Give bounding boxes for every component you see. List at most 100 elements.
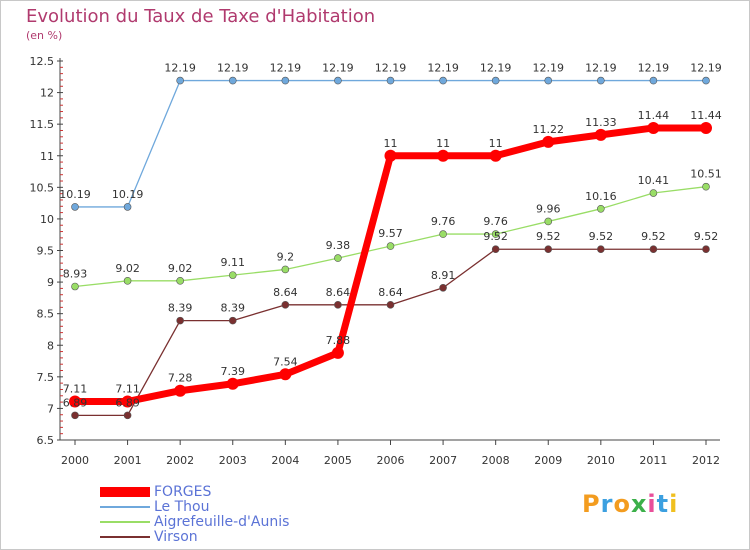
data-label: 7.88 [326,334,351,347]
data-label: 10.19 [112,188,144,201]
data-label: 12.19 [270,62,302,75]
data-point [594,128,607,141]
data-label: 10.16 [585,190,617,203]
data-point [281,76,290,85]
legend-label: Aigrefeuille-d'Aunis [154,514,290,530]
data-point [439,76,447,85]
chart-title: Evolution du Taux de Taxe d'Habitation [26,6,376,27]
x-tick-label: 2003 [219,454,247,467]
y-tick-label: 9.5 [37,245,55,258]
data-label: 7.11 [115,382,140,395]
data-label: 11.22 [533,123,565,136]
x-tick-label: 2005 [324,454,352,467]
x-tick-label: 2006 [377,454,405,467]
data-point [702,245,710,254]
data-label: 12.19 [533,62,565,75]
x-tick-label: 2001 [114,454,142,467]
brand-letter: r [600,490,614,518]
data-label: 12.19 [585,62,617,75]
y-tick-label: 6.5 [37,434,55,447]
data-label: 9.38 [326,239,351,252]
legend-swatch [100,506,150,508]
data-point [649,76,658,85]
y-tick-label: 12.5 [30,55,55,68]
data-point [489,149,502,162]
data-label: 9.52 [483,230,508,243]
data-point [544,76,553,85]
legend-item: Aigrefeuille-d'Aunis [100,514,289,530]
data-point [597,245,605,254]
data-label: 8.64 [273,286,298,299]
data-point [649,245,658,254]
data-point [281,301,290,309]
data-point [439,230,447,238]
data-label: 9.96 [536,202,561,215]
data-point [384,149,397,162]
data-point [123,411,132,420]
data-point [123,203,132,211]
data-label: 6.89 [63,396,88,409]
data-point [542,135,555,148]
data-point [491,230,500,238]
data-point [491,76,500,85]
data-point [279,368,292,381]
data-point [386,76,395,85]
data-label: 11 [489,137,503,150]
data-point [123,277,132,285]
data-label: 8.93 [63,268,88,281]
data-point [71,411,79,420]
data-label: 10.51 [690,168,722,181]
data-label: 12.19 [375,62,407,75]
data-label: 9.11 [221,256,246,269]
data-label: 12.19 [638,62,670,75]
data-label: 12.19 [427,62,459,75]
data-label: 9.57 [378,227,403,240]
data-point [331,346,344,359]
y-tick-label: 7.5 [37,371,55,384]
data-point [228,316,237,325]
legend-item: FORGES [100,484,211,500]
brand-letter: t [656,490,670,518]
data-point [649,189,658,197]
data-point [334,254,342,262]
data-point [176,277,184,285]
data-label: 10.19 [59,188,91,201]
x-tick-label: 2002 [166,454,194,467]
legend-label: FORGES [154,484,212,500]
data-point [702,76,710,85]
data-label: 9.76 [483,215,508,228]
data-point [228,76,237,85]
x-tick-label: 2007 [429,454,457,467]
data-point [386,301,395,309]
data-point [597,205,605,213]
legend-label: Le Thou [154,499,210,515]
data-label: 9.52 [641,230,666,243]
data-label: 9.52 [694,230,719,243]
y-tick-label: 11.5 [30,118,55,131]
y-tick-label: 11 [40,150,54,163]
data-point [437,149,450,162]
data-label: 7.39 [221,365,246,378]
data-point [174,384,187,397]
y-tick-label: 7 [47,402,54,415]
data-label: 7.54 [273,355,298,368]
brand-letter: P [582,490,601,518]
data-label: 11 [384,137,398,150]
brand-letter: i [669,490,679,518]
data-label: 11.44 [690,109,722,122]
data-point [69,395,81,408]
y-tick-label: 10 [40,213,54,226]
legend-label: Virson [154,529,198,545]
data-label: 6.89 [115,396,140,409]
data-label: 9.2 [277,250,295,263]
x-tick-label: 2004 [271,454,299,467]
legend-item: Virson [100,529,198,545]
data-point [226,377,239,390]
data-point [386,242,395,250]
x-tick-label: 2000 [61,454,89,467]
data-label: 7.28 [168,372,193,385]
data-label: 9.52 [589,230,614,243]
y-tick-label: 12 [40,87,54,100]
data-label: 8.64 [326,286,351,299]
data-label: 12.19 [322,62,354,75]
